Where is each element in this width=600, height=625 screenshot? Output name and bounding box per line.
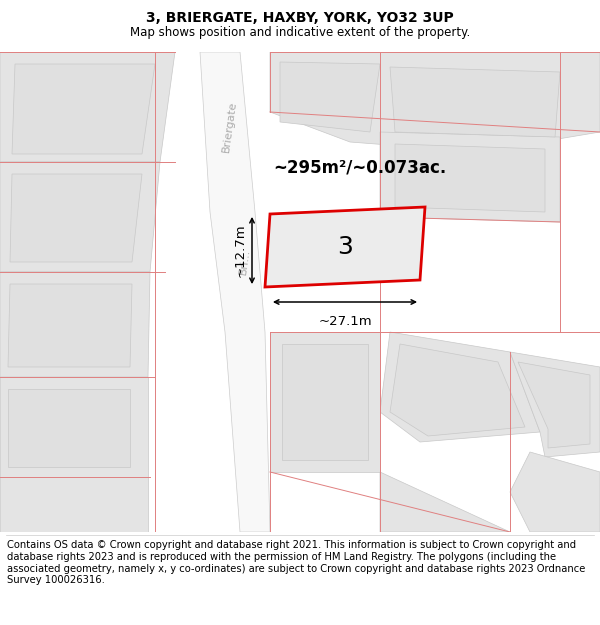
Text: Map shows position and indicative extent of the property.: Map shows position and indicative extent…: [130, 26, 470, 39]
Text: ~12.7m: ~12.7m: [234, 224, 247, 278]
Text: Contains OS data © Crown copyright and database right 2021. This information is : Contains OS data © Crown copyright and d…: [7, 541, 586, 585]
Polygon shape: [380, 332, 540, 442]
Text: 3: 3: [337, 235, 353, 259]
Polygon shape: [0, 272, 150, 377]
Polygon shape: [10, 174, 142, 262]
Polygon shape: [270, 332, 380, 472]
Polygon shape: [8, 284, 132, 367]
Polygon shape: [390, 344, 525, 436]
Polygon shape: [510, 452, 600, 532]
Text: ~27.1m: ~27.1m: [318, 315, 372, 328]
Polygon shape: [0, 477, 148, 532]
Text: ~295m²/~0.073ac.: ~295m²/~0.073ac.: [274, 158, 446, 176]
Polygon shape: [390, 67, 560, 137]
Polygon shape: [8, 389, 130, 467]
Polygon shape: [0, 377, 148, 477]
Polygon shape: [380, 472, 510, 532]
Text: Briergate: Briergate: [221, 101, 239, 153]
Text: 3, BRIERGATE, HAXBY, YORK, YO32 3UP: 3, BRIERGATE, HAXBY, YORK, YO32 3UP: [146, 11, 454, 26]
Text: Bri...: Bri...: [238, 248, 252, 276]
Polygon shape: [0, 52, 175, 162]
Polygon shape: [12, 64, 155, 154]
Polygon shape: [280, 62, 380, 132]
Polygon shape: [518, 362, 590, 448]
Polygon shape: [395, 144, 545, 212]
Polygon shape: [0, 162, 160, 272]
Polygon shape: [282, 344, 368, 460]
Polygon shape: [265, 207, 425, 287]
Polygon shape: [510, 352, 600, 457]
Polygon shape: [200, 52, 270, 532]
Polygon shape: [380, 132, 560, 222]
Polygon shape: [270, 52, 600, 152]
